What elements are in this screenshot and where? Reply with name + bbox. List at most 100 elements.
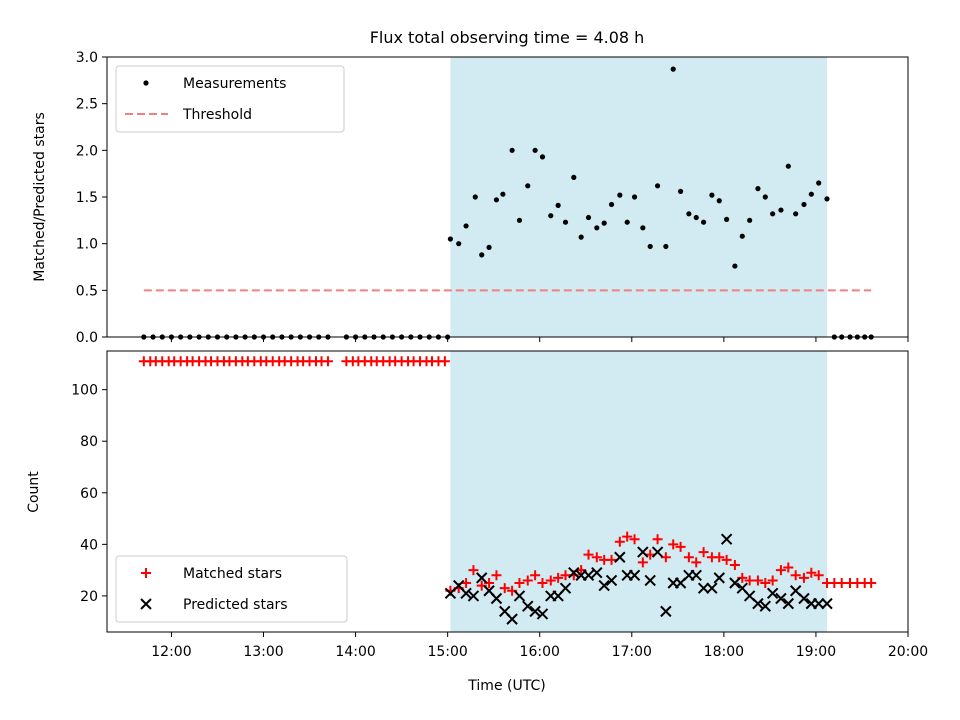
legend-label: Predicted stars — [183, 597, 288, 613]
predicted-star-point — [467, 590, 480, 602]
y-tick-label: 2.5 — [76, 97, 98, 113]
measurement-point — [778, 207, 784, 213]
measurement-point — [677, 188, 684, 194]
predicted-star-point — [529, 605, 541, 618]
matched-star-point — [499, 583, 510, 594]
measurement-point — [686, 211, 692, 217]
matched-star-point — [614, 536, 625, 547]
predicted-star-point — [591, 566, 603, 579]
measurement-point — [539, 154, 546, 160]
measurement-point — [571, 174, 577, 180]
y-tick-label: 1.5 — [76, 190, 98, 206]
chart-title: Flux total observing time = 4.08 h — [370, 28, 645, 47]
matched-star-point — [637, 557, 648, 568]
y-tick-label: 2.0 — [76, 143, 98, 159]
matched-star-point — [721, 554, 732, 565]
measurement-point — [693, 214, 699, 221]
x-tick-label: 20:00 — [888, 644, 928, 660]
y-tick-label: 80 — [80, 434, 98, 450]
measurement-point — [824, 196, 830, 202]
measurement-point — [770, 211, 776, 217]
measurement-point — [647, 243, 653, 250]
y-axis-label-count: Count — [26, 471, 42, 513]
legend-predicted-swatch — [140, 598, 152, 610]
measurement-point — [532, 147, 538, 153]
matched-star-point — [591, 552, 602, 563]
predicted-star-point — [766, 587, 779, 600]
measurement-point — [447, 236, 454, 242]
matched-star-point — [675, 541, 686, 552]
x-tick-label: 18:00 — [704, 644, 744, 660]
measurement-point — [793, 211, 799, 217]
legend-matched-swatch — [141, 568, 151, 578]
matched-star-point — [537, 578, 548, 589]
predicted-star-point — [644, 574, 656, 587]
legend: Matched stars Predicted stars — [115, 555, 348, 623]
y-tick-label: 0.5 — [76, 283, 98, 299]
predicted-star-point — [812, 597, 825, 610]
x-tick-label: 15:00 — [427, 644, 467, 660]
y-tick-label: 0.0 — [76, 330, 98, 346]
legend-box — [115, 65, 345, 133]
measurement-point — [585, 214, 592, 221]
legend-label: Threshold — [182, 107, 252, 123]
predicted-star-point — [798, 592, 810, 605]
matched-star-point — [652, 534, 663, 545]
measurement-point — [808, 191, 814, 197]
x-axis-label: Time (UTC) — [467, 678, 545, 694]
measurement-point — [486, 244, 492, 250]
measurement-point — [578, 234, 584, 240]
x-tick-label: 14:00 — [335, 644, 375, 660]
predicted-star-point — [637, 546, 649, 558]
matched-star-point — [783, 562, 794, 573]
x-tick-label: 19:00 — [796, 644, 836, 660]
matched-star-point — [545, 575, 556, 586]
predicted-star-point — [476, 572, 488, 584]
y-axis-label-ratio: Matched/Predicted stars — [32, 112, 48, 282]
matched-star-point — [752, 575, 763, 586]
predicted-star-point — [775, 592, 787, 605]
predicted-star-point — [460, 587, 472, 600]
predicted-star-point — [690, 569, 702, 581]
matched-star-point — [583, 549, 594, 560]
legend-label: Measurements — [183, 76, 286, 92]
measurement-point — [624, 219, 630, 225]
matched-star-point — [729, 559, 740, 570]
measurement-point — [601, 220, 607, 226]
measurement-point — [479, 252, 485, 258]
matched-star-point — [514, 578, 525, 589]
measurement-point — [663, 243, 669, 250]
matched-star-point — [798, 572, 809, 583]
legend-measurement-swatch — [143, 80, 149, 86]
measurement-point — [801, 201, 807, 208]
measurement-point — [785, 163, 791, 169]
observing-window-shade — [450, 57, 827, 337]
predicted-star-point — [490, 592, 503, 605]
measurement-point — [755, 186, 761, 192]
measurement-point — [701, 219, 707, 225]
matched-star-point — [806, 567, 817, 578]
matched-star-point — [775, 565, 786, 576]
measurement-point — [500, 191, 506, 197]
matched-star-point — [629, 534, 640, 545]
matched-star-point — [530, 570, 541, 581]
measurement-point — [456, 241, 462, 247]
measurement-point — [716, 198, 722, 204]
measurement-point — [509, 147, 515, 153]
measurement-point — [816, 180, 822, 186]
matched-star-point — [660, 552, 671, 563]
matched-star-point — [813, 570, 824, 581]
predicted-star-point — [752, 597, 764, 610]
predicted-star-point — [713, 572, 725, 584]
legend-label: Matched stars — [183, 566, 282, 582]
matched-star-point — [683, 552, 694, 563]
legend: Measurements Threshold — [115, 65, 345, 133]
predicted-star-point — [506, 613, 518, 625]
predicted-star-point — [559, 582, 572, 594]
predicted-star-point — [706, 582, 718, 594]
predicted-star-point — [605, 574, 618, 587]
x-tick-label: 17:00 — [612, 644, 652, 660]
measurement-point — [762, 194, 768, 200]
observing-window-shade — [450, 351, 827, 632]
